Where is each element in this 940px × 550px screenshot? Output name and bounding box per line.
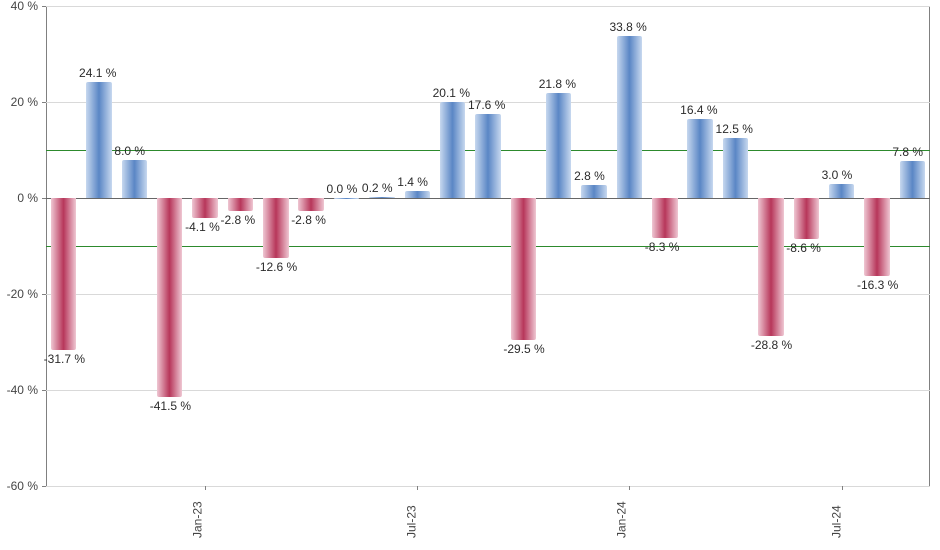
bar-value-label: 0.2 % [362, 181, 393, 195]
bar [723, 138, 748, 198]
y-axis-label: 20 % [11, 95, 38, 109]
bar-value-label: 24.1 % [79, 66, 116, 80]
bar-value-label: 8.0 % [114, 144, 145, 158]
bar [263, 198, 288, 258]
x-axis-label: Jul-24 [829, 505, 843, 538]
bar-value-label: -8.6 % [786, 241, 821, 255]
gridline [46, 6, 930, 7]
bar-value-label: 33.8 % [609, 20, 646, 34]
y-axis-label: -40 % [7, 383, 38, 397]
y-tick [42, 102, 46, 103]
x-axis-label: Jan-24 [615, 501, 629, 538]
y-axis-label: -60 % [7, 479, 38, 493]
bar-value-label: -28.8 % [751, 338, 792, 352]
x-tick [417, 486, 418, 490]
bar-value-label: 21.8 % [539, 77, 576, 91]
bar [405, 191, 430, 198]
y-tick [42, 294, 46, 295]
y-tick [42, 390, 46, 391]
x-tick [842, 486, 843, 490]
percent-change-bar-chart: -60 % -40 % -20 % 0 % 20 % 40 % -31.7 % 24.1 % 8… [0, 0, 940, 550]
bar [369, 197, 394, 198]
gridline [46, 486, 930, 487]
bar [86, 82, 111, 198]
bar-value-label: 12.5 % [716, 122, 753, 136]
bar [192, 198, 217, 218]
y-axis-label: 0 % [17, 191, 38, 205]
bar-value-label: -2.8 % [291, 213, 326, 227]
bar [617, 36, 642, 198]
bar-value-label: 16.4 % [680, 103, 717, 117]
bar [829, 184, 854, 198]
bar-value-label: 17.6 % [468, 98, 505, 112]
bar-value-label: 20.1 % [433, 86, 470, 100]
bar [864, 198, 889, 276]
x-tick [629, 486, 630, 490]
x-axis-label: Jul-23 [405, 505, 419, 538]
bar-value-label: 7.8 % [892, 145, 923, 159]
y-tick [42, 486, 46, 487]
bar-value-label: 2.8 % [574, 169, 605, 183]
bar [228, 198, 253, 211]
bar [157, 198, 182, 397]
y-axis-label: 40 % [11, 0, 38, 13]
bar-value-label: -8.3 % [645, 240, 680, 254]
bar [475, 114, 500, 198]
y-tick [42, 6, 46, 7]
bar [687, 119, 712, 198]
bar [122, 160, 147, 198]
bar-value-label: -16.3 % [857, 278, 898, 292]
x-tick [205, 486, 206, 490]
bar [758, 198, 783, 336]
bar-value-label: -4.1 % [185, 220, 220, 234]
bar [900, 161, 925, 198]
bar-value-label: 3.0 % [822, 168, 853, 182]
bar-value-label: -41.5 % [150, 399, 191, 413]
bar-value-label: -2.8 % [220, 213, 255, 227]
y-tick [42, 198, 46, 199]
bar [546, 93, 571, 198]
bar [440, 102, 465, 198]
bar [298, 198, 323, 211]
bar-value-label: -29.5 % [503, 342, 544, 356]
bar [511, 198, 536, 340]
bar [51, 198, 76, 350]
bar [652, 198, 677, 238]
x-axis-label: Jan-23 [191, 501, 205, 538]
bar-value-label: 0.0 % [327, 182, 358, 196]
bar-value-label: -31.7 % [44, 352, 85, 366]
bar [581, 185, 606, 198]
y-axis-label: -20 % [7, 287, 38, 301]
bar-value-label: 1.4 % [397, 175, 428, 189]
bar [334, 198, 359, 199]
bar-value-label: -12.6 % [256, 260, 297, 274]
bar [794, 198, 819, 239]
